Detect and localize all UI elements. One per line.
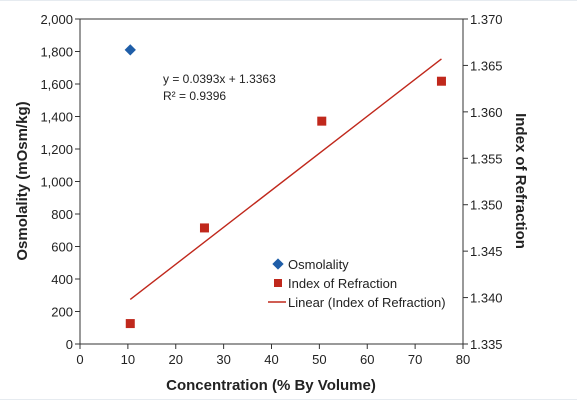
y-left-tick-label: 1,800 xyxy=(40,45,73,60)
y-right-tick-label: 1.335 xyxy=(470,337,503,352)
legend-osmolality-label: Osmolality xyxy=(288,257,349,272)
y-right-tick-label: 1.350 xyxy=(470,198,503,213)
index-of-refraction-point xyxy=(436,76,446,86)
y-left-tick-label: 400 xyxy=(51,272,73,287)
x-tick-label: 70 xyxy=(408,352,422,367)
legend: Osmolality Index of Refraction Linear (I… xyxy=(268,257,446,310)
x-tick-label: 20 xyxy=(169,352,183,367)
legend-osmolality-marker xyxy=(272,258,284,270)
y-left-tick-label: 2,000 xyxy=(40,12,73,27)
y-right-tick-label: 1.365 xyxy=(470,58,503,73)
y-left-tick-label: 1,000 xyxy=(40,175,73,190)
x-tick-label: 30 xyxy=(216,352,230,367)
index-of-refraction-point xyxy=(125,319,135,329)
x-axis-title: Concentration (% By Volume) xyxy=(166,377,376,394)
data-marks xyxy=(124,44,446,329)
x-tick-label: 50 xyxy=(312,352,326,367)
legend-index-label: Index of Refraction xyxy=(288,276,397,291)
trendline-equation: y = 0.0393x + 1.3363 xyxy=(163,72,276,86)
y-right-axis-title: Index of Refraction xyxy=(512,113,529,249)
index-of-refraction-point xyxy=(199,223,209,233)
y-right-tick-label: 1.355 xyxy=(470,151,503,166)
x-tick-label: 80 xyxy=(456,352,470,367)
y-axis-right: 1.335 1.340 1.345 1.350 1.355 1.360 1.365 1.370 xyxy=(463,12,503,352)
y-axis-left: 0 200 400 600 800 1,000 1,200 1,400 1,600 1,800 2,… xyxy=(40,12,80,352)
osmolality-point xyxy=(124,44,136,56)
y-left-tick-label: 600 xyxy=(51,240,73,255)
y-left-axis-title: Osmolality (mOsm/kg) xyxy=(14,101,31,260)
x-axis: 0 10 20 30 40 50 60 70 80 xyxy=(76,344,470,367)
y-left-tick-label: 0 xyxy=(66,337,73,352)
y-left-tick-label: 1,400 xyxy=(40,110,73,125)
y-right-tick-label: 1.345 xyxy=(470,244,503,259)
legend-linear-label: Linear (Index of Refraction) xyxy=(288,295,446,310)
x-tick-label: 60 xyxy=(360,352,374,367)
y-left-tick-label: 1,600 xyxy=(40,77,73,92)
x-tick-label: 10 xyxy=(121,352,135,367)
legend-index-marker xyxy=(274,279,282,287)
trendline-r-squared: R² = 0.9396 xyxy=(163,89,226,103)
y-right-tick-label: 1.360 xyxy=(470,105,503,120)
y-left-tick-label: 800 xyxy=(51,207,73,222)
trendline xyxy=(129,58,442,300)
index-of-refraction-point xyxy=(317,116,327,126)
y-right-tick-label: 1.340 xyxy=(470,291,503,306)
x-tick-label: 0 xyxy=(76,352,83,367)
x-tick-label: 40 xyxy=(264,352,278,367)
y-right-tick-label: 1.370 xyxy=(470,12,503,27)
y-left-tick-label: 1,200 xyxy=(40,142,73,157)
y-left-tick-label: 200 xyxy=(51,305,73,320)
